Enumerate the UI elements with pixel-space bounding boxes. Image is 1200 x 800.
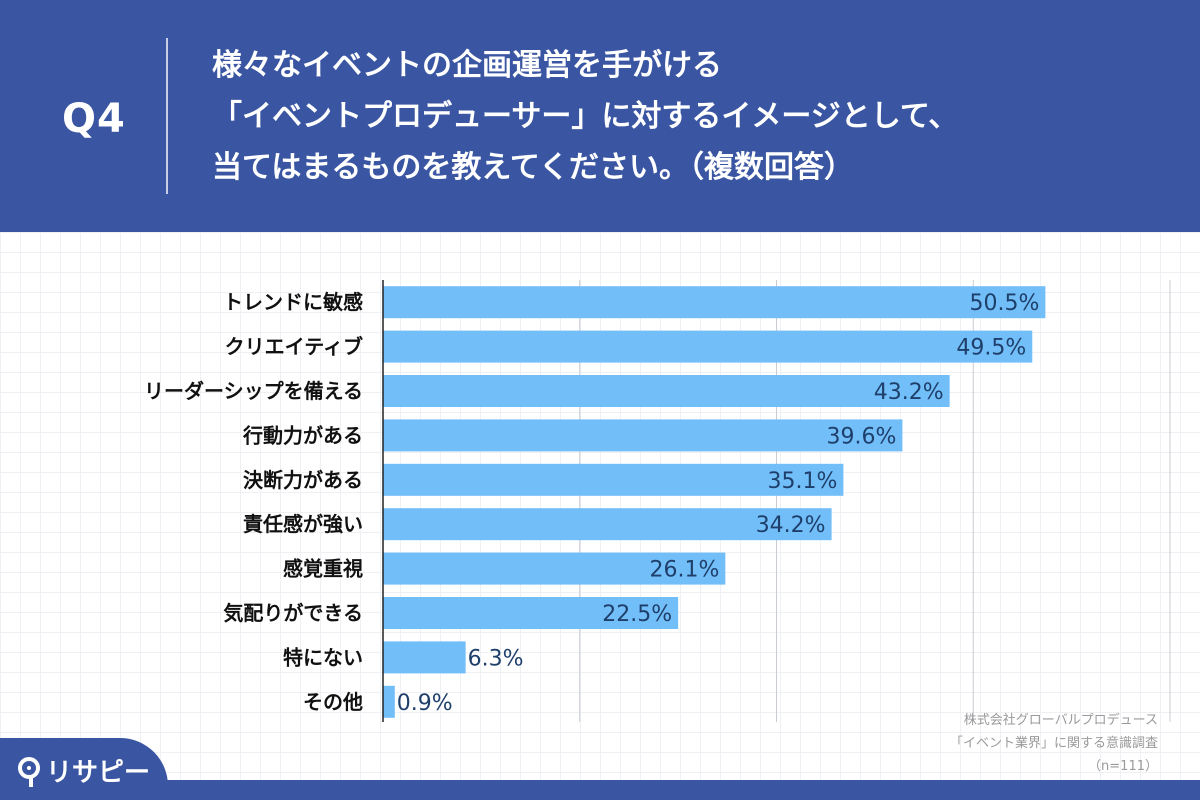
source-line-2: 「イベント業界」に関する意識調査 xyxy=(949,736,1158,751)
header-divider xyxy=(166,38,168,194)
data-label: 6.3% xyxy=(468,646,524,671)
question-line-3: 当てはまるものを教えてください。（複数回答） xyxy=(212,150,854,185)
data-label: 39.6% xyxy=(827,424,897,449)
data-label: 49.5% xyxy=(956,336,1026,361)
data-label: 35.1% xyxy=(768,469,838,494)
data-label: 26.1% xyxy=(649,558,719,583)
category-label: 責任感が強い xyxy=(243,512,363,536)
data-label: 22.5% xyxy=(602,602,672,627)
bar xyxy=(383,685,395,718)
category-label: 決断力がある xyxy=(243,468,363,492)
category-label: トレンドに敏感 xyxy=(223,290,363,314)
data-label: 0.9% xyxy=(397,691,453,716)
category-label: 気配りができる xyxy=(223,601,363,625)
bar xyxy=(383,330,1033,363)
bar xyxy=(383,286,1046,319)
bar xyxy=(383,419,903,452)
category-label: クリエイティブ xyxy=(225,335,363,359)
bottom-band xyxy=(0,780,1200,800)
category-label: その他 xyxy=(303,690,363,714)
bar xyxy=(383,375,950,407)
category-label: 行動力がある xyxy=(242,423,363,447)
category-label: リーダーシップを備える xyxy=(144,379,363,403)
bar xyxy=(383,463,844,496)
data-label: 34.2% xyxy=(756,513,826,538)
bar xyxy=(383,597,679,629)
brand-logo: リサピー xyxy=(0,738,168,800)
source-line-3: （n=111） xyxy=(1088,759,1158,774)
brand-name: リサピー xyxy=(46,758,151,788)
bar xyxy=(383,641,466,674)
source-note: 株式会社グローバルプロデュース 「イベント業界」に関する意識調査 （n=111） xyxy=(950,709,1158,778)
question-line-2: 「イベントプロデューサー」に対するイメージとして、 xyxy=(212,99,959,134)
data-label: 50.5% xyxy=(970,291,1040,316)
bar xyxy=(383,508,832,541)
bar xyxy=(383,552,726,585)
pin-icon xyxy=(18,757,40,787)
question-number: Q4 xyxy=(62,96,126,142)
question-text: 様々なイベントの企画運営を手がける 「イベントプロデューサー」に対するイメージと… xyxy=(212,40,1172,193)
data-label: 43.2% xyxy=(874,380,944,405)
chart-panel xyxy=(0,232,1200,780)
question-line-1: 様々なイベントの企画運営を手がける xyxy=(212,48,722,83)
question-header: Q4 様々なイベントの企画運営を手がける 「イベントプロデューサー」に対するイメ… xyxy=(0,0,1200,232)
category-label: 特にない xyxy=(283,645,363,669)
source-line-1: 株式会社グローバルプロデュース xyxy=(963,713,1158,728)
category-label: 感覚重視 xyxy=(283,557,363,581)
